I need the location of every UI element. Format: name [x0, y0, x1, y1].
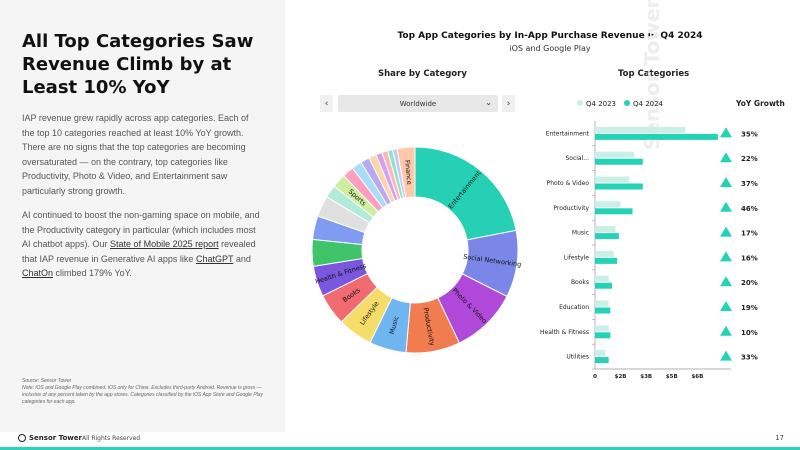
category-label-4: Music [572, 230, 589, 237]
category-label-7: Education [559, 304, 589, 311]
bar-q2024-8 [595, 332, 611, 339]
paragraph-2-d: climbed 179% YoY. [53, 268, 132, 278]
bar-q2024-6 [595, 282, 613, 289]
top-categories-section-title: Top Categories [618, 69, 690, 79]
bar-q2023-9 [595, 350, 606, 357]
bar-q2023-0 [595, 126, 686, 133]
paragraph-2-c: and [233, 253, 251, 264]
bar-q2023-2 [595, 176, 630, 183]
source-text: Source: Sensor Tower [22, 378, 72, 384]
page-title: All Top Categories Saw Revenue Climb by … [22, 31, 254, 98]
footer [0, 432, 800, 450]
yoy-value-0: 35% [741, 130, 758, 138]
legend-q2023-swatch [577, 100, 583, 106]
share-section-title: Share by Category [378, 69, 467, 79]
rights-text: All Rights Reserved [82, 435, 141, 442]
yoy-arrow-icon-8 [720, 325, 732, 336]
chaton-link[interactable]: ChatOn [22, 268, 54, 278]
yoy-value-1: 22% [741, 155, 758, 163]
bar-q2023-8 [595, 325, 609, 332]
yoy-value-7: 19% [741, 304, 758, 312]
category-label-8: Health & Fitness [540, 329, 589, 336]
bar-q2024-7 [595, 307, 611, 314]
paragraph-1: IAP revenue grew rapidly across app cate… [22, 113, 249, 196]
yoy-arrow-icon-5 [720, 251, 732, 262]
yoy-arrow-icon-4 [720, 226, 732, 237]
yoy-arrow-icon-0 [720, 127, 732, 138]
chevron-down-icon: ⌄ [485, 98, 492, 107]
logo-icon [18, 434, 26, 442]
x-tick-label-1: $2B [615, 374, 627, 380]
yoy-arrow-icon-3 [720, 201, 732, 212]
legend-q2023-label: Q4 2023 [586, 100, 616, 108]
note-text: Note: iOS and Google Play combined. iOS … [22, 385, 264, 405]
yoy-value-8: 10% [741, 329, 758, 337]
yoy-value-6: 20% [741, 279, 758, 287]
yoy-value-3: 46% [741, 205, 758, 213]
yoy-arrow-icon-2 [720, 177, 732, 187]
bar-q2024-3 [595, 208, 633, 215]
category-label-9: Utilities [566, 354, 589, 361]
category-label-5: Lifestyle [564, 254, 590, 261]
pie-label-21: Finance [403, 160, 413, 185]
logo-text: Sensor Tower [29, 434, 82, 442]
bar-q2024-5 [595, 257, 618, 264]
bar-q2024-4 [595, 233, 619, 240]
x-tick-label-3: $5B [666, 374, 678, 380]
x-tick-label-4: $6B [691, 374, 703, 380]
yoy-arrow-icon-6 [720, 276, 732, 287]
pie-slice-21 [396, 146, 416, 199]
yoy-value-2: 37% [741, 180, 758, 188]
bar-q2024-1 [595, 158, 643, 165]
bar-q2023-6 [595, 275, 609, 282]
bar-q2023-5 [595, 250, 614, 257]
footer-accent-bar [0, 447, 800, 450]
category-label-3: Productivity [553, 205, 589, 212]
yoy-header: YoY Growth [735, 99, 785, 108]
category-label-6: Books [571, 279, 589, 286]
yoy-value-4: 17% [741, 230, 758, 238]
yoy-arrow-icon-1 [720, 152, 732, 163]
bar-q2024-0 [595, 133, 718, 140]
page-number: 17 [775, 434, 784, 442]
category-label-1: Social... [565, 155, 589, 162]
bar-chart: Q4 2023 Q4 2024 YoY Growth Entertainment 35%… [540, 99, 785, 380]
category-label-0: Entertainment [546, 130, 590, 137]
yoy-value-5: 16% [741, 254, 758, 262]
chevron-left-icon: ‹ [324, 98, 329, 109]
bar-q2023-3 [595, 201, 621, 208]
chart-title: Top App Categories by In-App Purchase Re… [397, 31, 703, 41]
yoy-value-9: 33% [741, 354, 758, 362]
x-tick-label-0: 0 [593, 374, 597, 380]
next-arrow-button[interactable]: › [502, 95, 515, 112]
paragraph-2: AI continued to boost the non-gaming spa… [22, 208, 262, 281]
yoy-arrow-icon-7 [720, 301, 732, 311]
prev-arrow-button[interactable]: ‹ [320, 95, 333, 112]
category-label-2: Photo & Video [547, 180, 590, 187]
bar-q2024-9 [595, 357, 609, 364]
footnote: Source: Sensor Tower Note: iOS and Googl… [22, 378, 277, 406]
x-tick-label-2: $3B [640, 374, 652, 380]
chatgpt-link[interactable]: ChatGPT [195, 253, 234, 264]
bar-q2023-4 [595, 226, 616, 233]
left-panel: All Top Categories Saw Revenue Climb by … [0, 0, 285, 432]
region-dropdown[interactable]: Worldwide ⌄ [338, 95, 498, 112]
body-text: IAP revenue grew rapidly across app cate… [22, 111, 262, 291]
yoy-arrow-icon-9 [720, 350, 732, 361]
bar-q2023-7 [595, 300, 609, 307]
legend-q2024-swatch [624, 100, 630, 106]
bar-q2024-2 [595, 183, 643, 190]
region-dropdown-value: Worldwide [399, 99, 437, 108]
paragraph-2-a: AI continued to boost the non-gaming spa… [22, 210, 260, 249]
legend-q2024-label: Q4 2024 [633, 100, 664, 108]
paragraph-2-b: revealed that IAP revenue in Generative … [22, 239, 256, 264]
bar-q2023-1 [595, 151, 635, 158]
chevron-right-icon: › [506, 98, 511, 109]
state-of-mobile-link[interactable]: State of Mobile 2025 report [110, 239, 219, 249]
sensor-tower-logo: Sensor Tower [18, 434, 82, 442]
chart-subtitle: iOS and Google Play [509, 44, 591, 53]
